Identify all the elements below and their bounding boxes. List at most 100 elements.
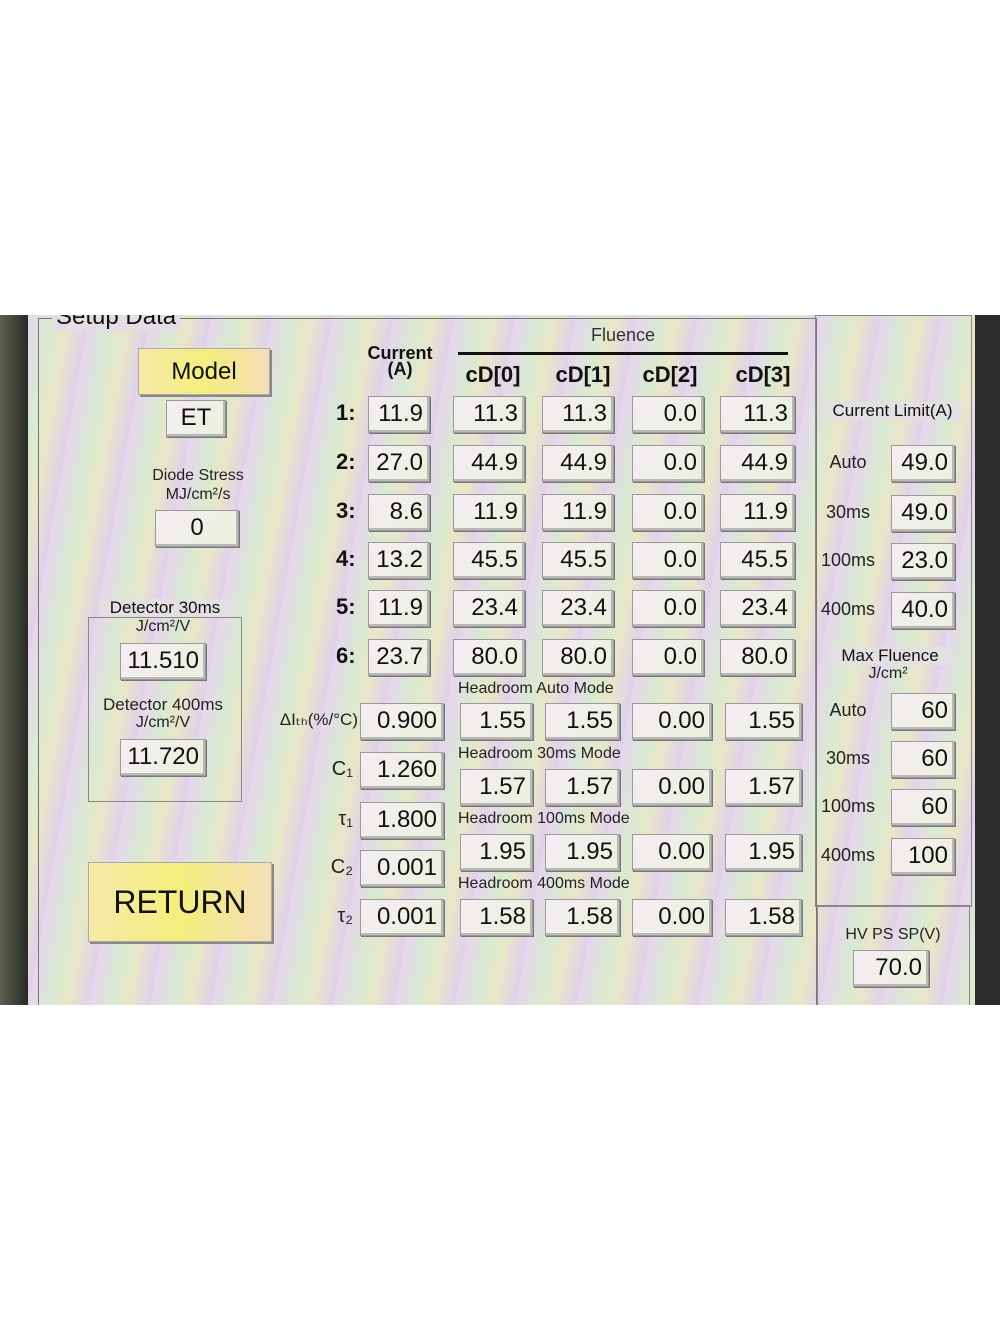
model-button[interactable]: Model — [138, 348, 270, 395]
param-label: τ₁ — [338, 808, 353, 830]
headroom-input[interactable]: 1.58 — [725, 899, 802, 936]
return-button[interactable]: RETURN — [88, 862, 272, 942]
max-fluence-unit: J/cm² — [868, 665, 908, 682]
detector-group — [88, 617, 242, 802]
max-fluence-row-label: 30ms — [825, 748, 870, 768]
fluence-input[interactable]: 44.9 — [453, 445, 525, 482]
fluence-header: Fluence — [590, 325, 656, 345]
fluence-input[interactable]: 80.0 — [453, 639, 525, 676]
headroom-label: Headroom 100ms Mode — [458, 810, 630, 827]
fluence-input[interactable]: 44.9 — [720, 445, 795, 482]
max-fluence-input[interactable]: 100 — [891, 838, 955, 875]
fluence-input[interactable]: 80.0 — [720, 639, 795, 676]
hv-ps-label: HV PS SP(V) — [845, 926, 941, 943]
fluence-input[interactable]: 23.4 — [453, 590, 525, 627]
current-input[interactable]: 23.7 — [368, 639, 430, 676]
row-label: 4: — [336, 546, 356, 571]
fluence-input[interactable]: 0.0 — [632, 542, 704, 579]
detector-30-value[interactable]: 11.510 — [120, 643, 206, 680]
param-label: τ₂ — [337, 905, 353, 927]
headroom-input[interactable]: 1.58 — [460, 899, 533, 936]
current-limit-input[interactable]: 49.0 — [891, 495, 955, 532]
current-limit-row-label: 400ms — [820, 599, 876, 619]
headroom-input[interactable]: 1.57 — [725, 769, 802, 806]
current-limit-input[interactable]: 49.0 — [891, 445, 955, 482]
headroom-input[interactable]: 0.00 — [632, 703, 712, 740]
monitor-bezel-right — [975, 315, 1000, 1005]
current-unit: (A) — [387, 359, 413, 379]
headroom-input[interactable]: 1.57 — [545, 769, 620, 806]
fluence-input[interactable]: 0.0 — [632, 445, 704, 482]
current-input[interactable]: 11.9 — [368, 396, 430, 433]
headroom-input[interactable]: 1.95 — [545, 834, 620, 871]
headroom-input[interactable]: 1.57 — [460, 769, 533, 806]
fluence-input[interactable]: 0.0 — [632, 396, 704, 433]
headroom-input[interactable]: 1.95 — [725, 834, 802, 871]
fluence-input[interactable]: 11.9 — [720, 494, 795, 531]
row-label: 3: — [336, 498, 356, 523]
param-label: ΔIₜₕ(%/°C) — [279, 710, 358, 729]
fluence-column-header: cD[3] — [735, 362, 791, 387]
fluence-input[interactable]: 45.5 — [542, 542, 614, 579]
param-input[interactable]: 1.260 — [360, 752, 444, 789]
headroom-input[interactable]: 1.58 — [545, 899, 620, 936]
diode-stress-unit: MJ/cm²/s — [165, 486, 231, 503]
param-label: C₂ — [330, 856, 353, 878]
page-title: Setup Data — [52, 315, 181, 331]
current-input[interactable]: 8.6 — [368, 494, 430, 531]
max-fluence-row-label: 400ms — [820, 845, 876, 865]
fluence-input[interactable]: 11.9 — [542, 494, 614, 531]
fluence-input[interactable]: 0.0 — [632, 639, 704, 676]
fluence-input[interactable]: 0.0 — [632, 590, 704, 627]
fluence-input[interactable]: 80.0 — [542, 639, 614, 676]
fluence-input[interactable]: 11.3 — [720, 396, 795, 433]
detector-30-unit: J/cm²/V — [135, 618, 191, 635]
model-value[interactable]: ET — [166, 400, 226, 437]
fluence-input[interactable]: 44.9 — [542, 445, 614, 482]
monitor-bezel-left — [0, 315, 28, 1005]
row-label: 2: — [336, 449, 356, 474]
param-input[interactable]: 0.001 — [360, 899, 444, 936]
headroom-input[interactable]: 0.00 — [632, 899, 712, 936]
current-input[interactable]: 11.9 — [368, 590, 430, 627]
fluence-input[interactable]: 45.5 — [453, 542, 525, 579]
headroom-label: Headroom 400ms Mode — [458, 875, 630, 892]
fluence-column-header: cD[2] — [642, 362, 698, 387]
current-input[interactable]: 13.2 — [368, 542, 430, 579]
row-label: 5: — [336, 594, 356, 619]
headroom-input[interactable]: 0.00 — [632, 769, 712, 806]
param-input[interactable]: 1.800 — [360, 802, 444, 839]
fluence-input[interactable]: 45.5 — [720, 542, 795, 579]
max-fluence-input[interactable]: 60 — [891, 693, 955, 730]
max-fluence-input[interactable]: 60 — [891, 741, 955, 778]
current-input[interactable]: 27.0 — [368, 445, 430, 482]
max-fluence-input[interactable]: 60 — [891, 789, 955, 826]
right-panel — [815, 315, 972, 907]
fluence-input[interactable]: 11.3 — [542, 396, 614, 433]
setup-data-group — [38, 318, 817, 1005]
fluence-input[interactable]: 0.0 — [632, 494, 704, 531]
headroom-input[interactable]: 1.95 — [460, 834, 533, 871]
headroom-input[interactable]: 1.55 — [725, 703, 802, 740]
param-label: C₁ — [331, 758, 353, 780]
row-label: 1: — [336, 400, 356, 425]
hv-ps-value[interactable]: 70.0 — [853, 950, 929, 987]
fluence-input[interactable]: 23.4 — [542, 590, 614, 627]
param-input[interactable]: 0.001 — [360, 850, 444, 887]
setup-data-screen: Setup Data Model ET Diode Stress MJ/cm²/… — [28, 315, 975, 1005]
headroom-input[interactable]: 1.55 — [545, 703, 620, 740]
detector-400-value[interactable]: 11.720 — [120, 739, 206, 776]
current-limit-input[interactable]: 23.0 — [891, 543, 955, 580]
param-input[interactable]: 0.900 — [360, 703, 444, 740]
headroom-input[interactable]: 0.00 — [632, 834, 712, 871]
fluence-input[interactable]: 23.4 — [720, 590, 795, 627]
diode-stress-value[interactable]: 0 — [155, 510, 239, 547]
fluence-input[interactable]: 11.3 — [453, 396, 525, 433]
current-limit-row-label: Auto — [829, 452, 867, 472]
headroom-input[interactable]: 1.55 — [460, 703, 533, 740]
fluence-input[interactable]: 11.9 — [453, 494, 525, 531]
current-limit-input[interactable]: 40.0 — [891, 592, 955, 629]
detector-30-label: Detector 30ms — [98, 599, 232, 617]
max-fluence-label: Max Fluence — [828, 647, 952, 665]
current-limit-row-label: 100ms — [820, 550, 876, 570]
